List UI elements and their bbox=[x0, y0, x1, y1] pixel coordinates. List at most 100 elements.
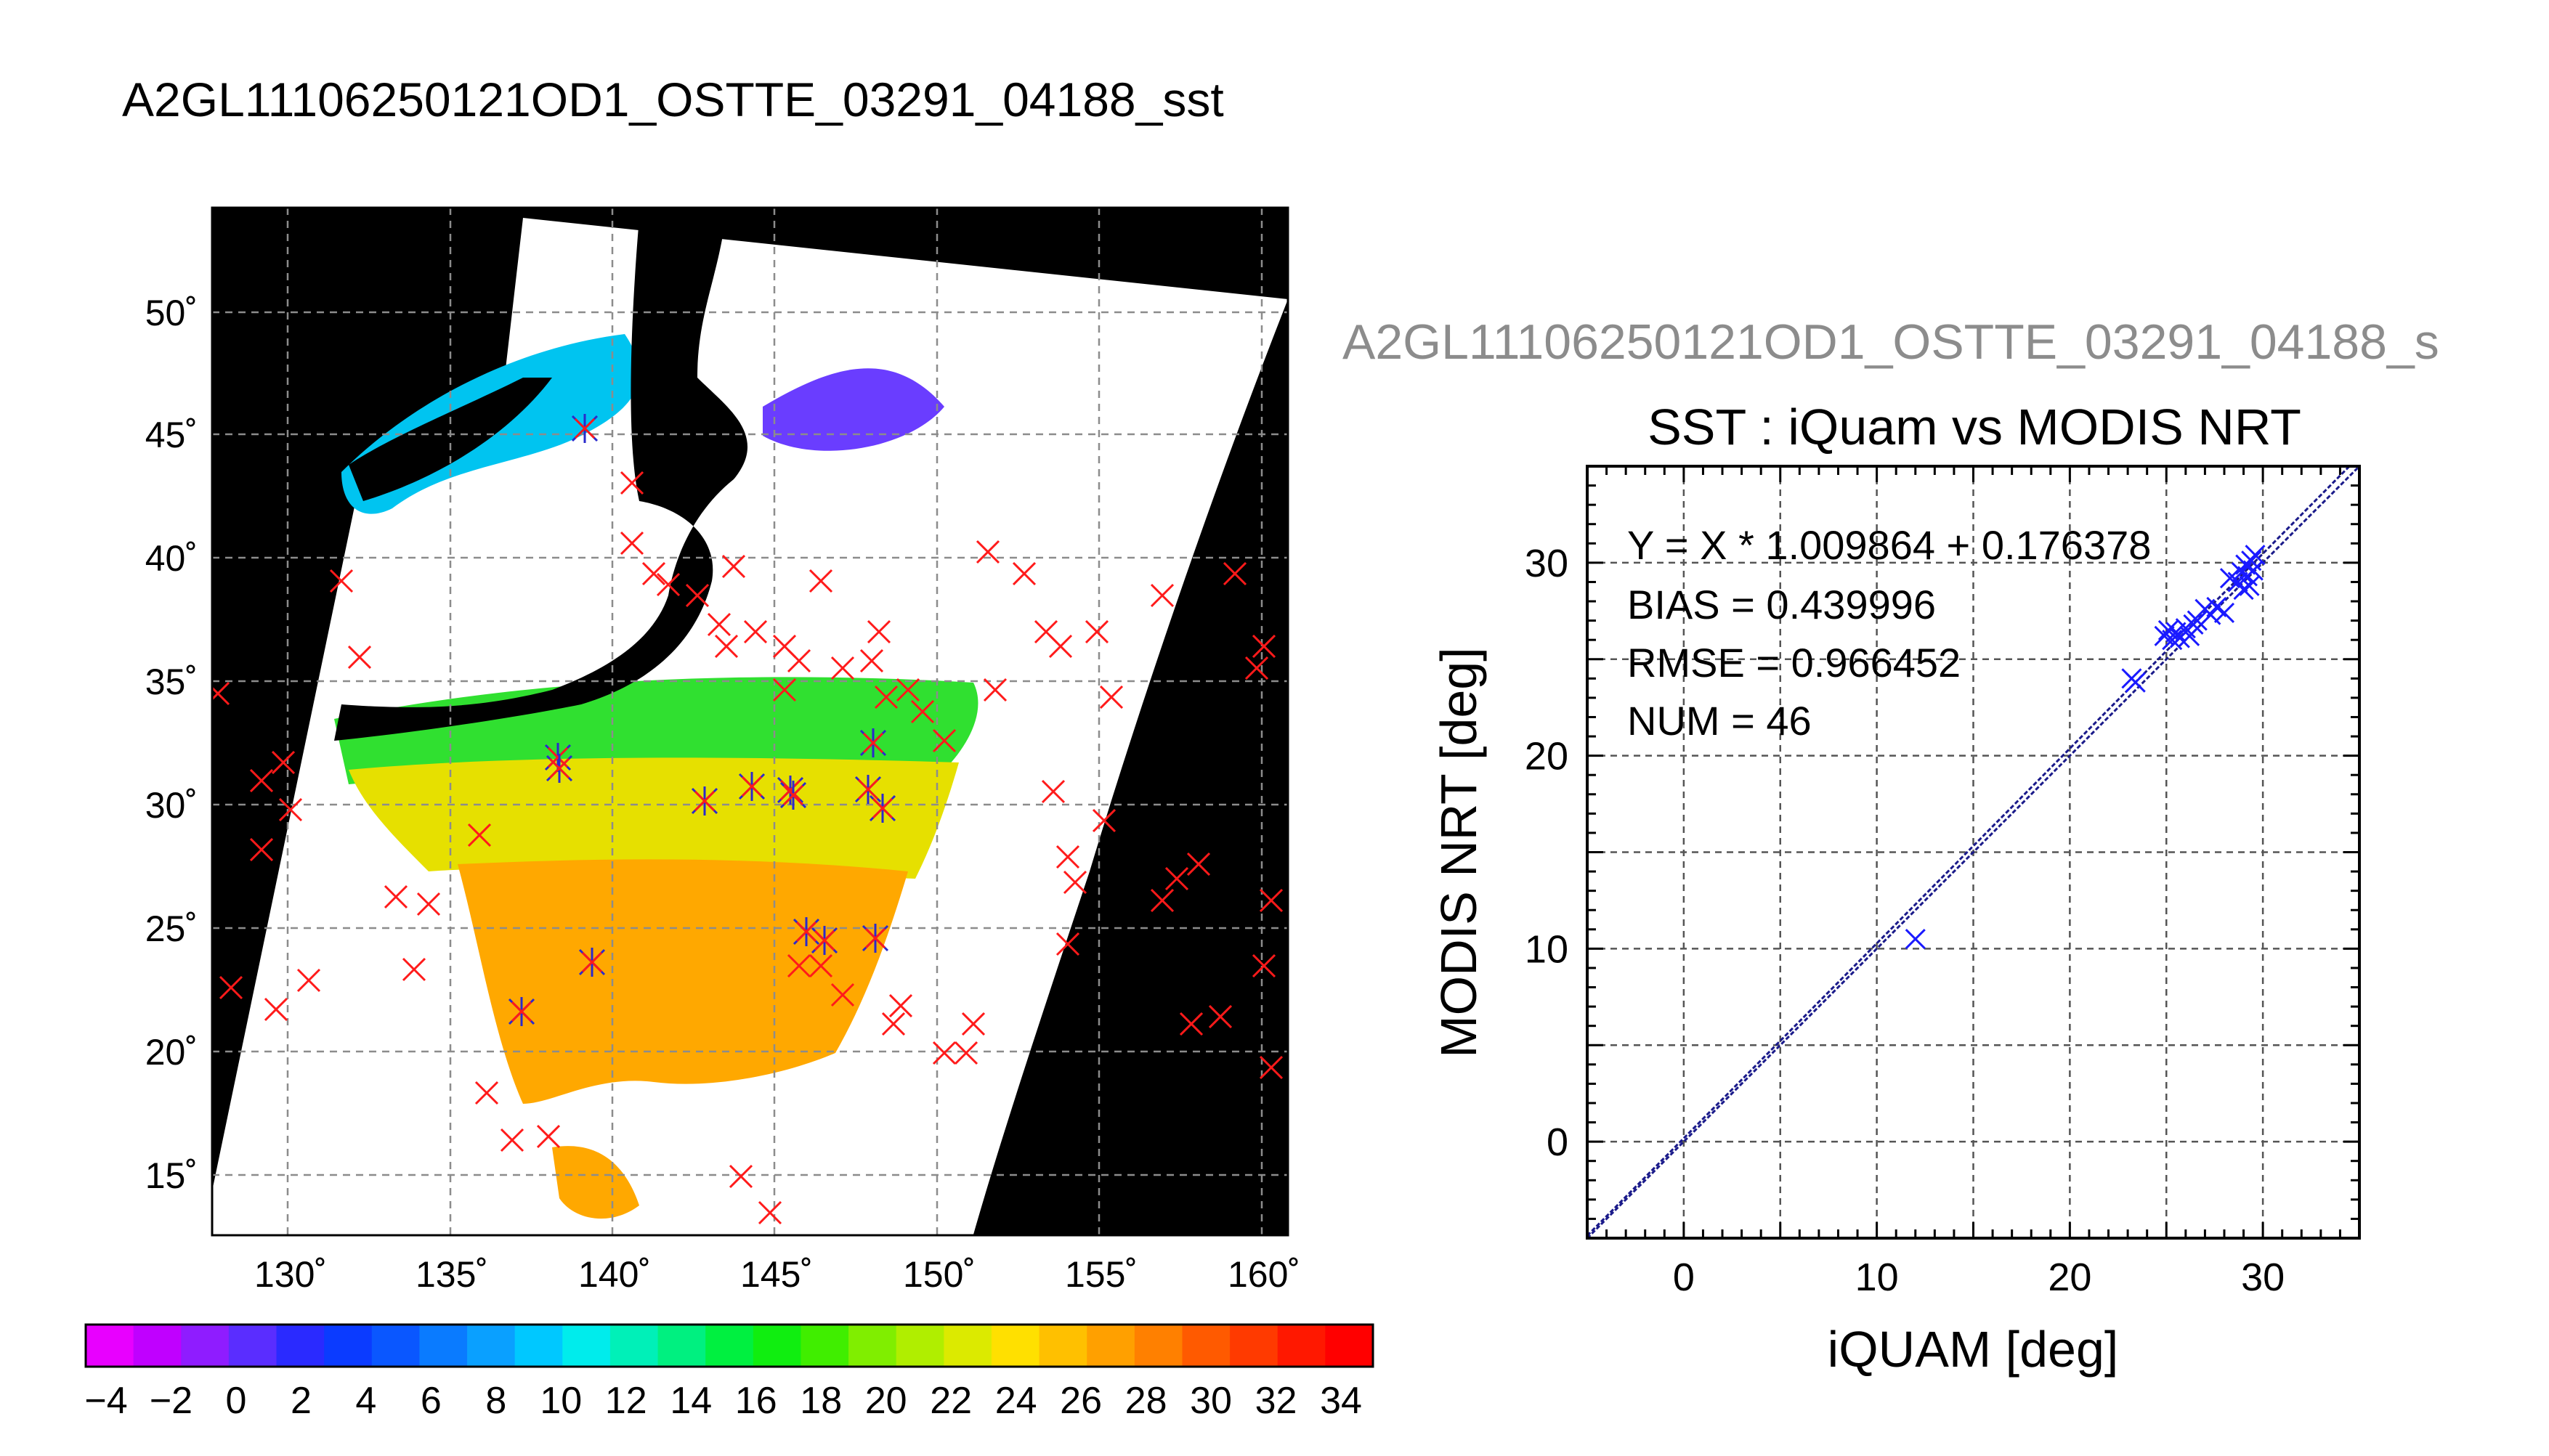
buoy-marker bbox=[1048, 634, 1073, 659]
colorbar-label: 20 bbox=[865, 1380, 907, 1422]
matchup-marker-overlay bbox=[814, 930, 835, 951]
lon-tick-130: 130˚ bbox=[254, 1254, 327, 1295]
colorbar-cell bbox=[801, 1325, 849, 1367]
buoy-marker bbox=[859, 648, 884, 673]
colorbar-cell bbox=[1277, 1325, 1326, 1367]
colorbar-label: 16 bbox=[735, 1380, 777, 1422]
colorbar: −4 −2 0 2 4 6 8 10 12 14 16 18 20 22 24 26 28 30 32 34 bbox=[84, 1323, 1374, 1422]
colorbar-label: 10 bbox=[540, 1380, 582, 1422]
buoy-marker bbox=[1012, 561, 1037, 586]
stats-annotations: Y = X * 1.009864 + 0.176378 BIAS = 0.439… bbox=[1627, 522, 2151, 744]
buoy-marker bbox=[772, 678, 797, 702]
buoy-marker bbox=[787, 648, 811, 673]
buoy-marker bbox=[467, 823, 492, 847]
buoy-marker bbox=[416, 892, 441, 916]
sst-region-yellow bbox=[349, 757, 959, 879]
sst-map: 130˚ 135˚ 140˚ 145˚ 150˚ 155˚ 160˚ 50˚ 4… bbox=[145, 206, 1300, 1295]
buoy-marker bbox=[641, 561, 666, 586]
colorbar-cell bbox=[276, 1325, 325, 1367]
num-value: NUM = 46 bbox=[1627, 698, 1812, 744]
colorbar-label: 22 bbox=[930, 1380, 972, 1422]
colorbar-label: 28 bbox=[1125, 1380, 1167, 1422]
buoy-marker bbox=[500, 1128, 524, 1152]
x-tick-label: 0 bbox=[1673, 1256, 1695, 1299]
map-frame bbox=[211, 206, 1289, 1237]
colorbar-label: 12 bbox=[605, 1380, 647, 1422]
y-axis-label: MODIS NRT [deg] bbox=[1430, 647, 1487, 1057]
buoy-marker bbox=[983, 678, 1008, 702]
buoy-marker bbox=[830, 656, 855, 680]
matchup-marker-overlay bbox=[581, 951, 603, 973]
buoy-marker bbox=[1063, 870, 1087, 895]
buoy-marker bbox=[1252, 634, 1276, 659]
buoy-marker bbox=[787, 953, 811, 978]
buoy-marker bbox=[932, 1041, 957, 1065]
matchup-marker-overlay bbox=[795, 921, 817, 943]
colorbar-cell bbox=[944, 1325, 992, 1367]
buoy-marker bbox=[685, 583, 710, 608]
buoy-marker bbox=[830, 983, 855, 1007]
matchup-marker-overlay bbox=[694, 790, 716, 812]
bias-value: BIAS = 0.439996 bbox=[1627, 582, 1936, 627]
matchup-marker-overlay bbox=[779, 779, 801, 801]
matchup-marker-overlay bbox=[857, 778, 879, 800]
buoy-marker bbox=[1150, 888, 1175, 913]
colorbar-cell bbox=[753, 1325, 802, 1367]
scatter-point bbox=[1905, 929, 1926, 950]
buoy-marker bbox=[867, 619, 891, 644]
buoy-marker bbox=[1041, 779, 1066, 804]
x-tick-label: 20 bbox=[2048, 1256, 2091, 1299]
scatter-point bbox=[2187, 610, 2208, 631]
buoy-marker bbox=[932, 728, 957, 753]
buoy-marker bbox=[219, 975, 243, 1000]
buoy-marker bbox=[1223, 561, 1247, 586]
colorbar-cell bbox=[1182, 1325, 1231, 1367]
map-lon-ticks: 130˚ 135˚ 140˚ 145˚ 150˚ 155˚ 160˚ bbox=[254, 1254, 1300, 1295]
matchup-marker-overlay bbox=[782, 784, 804, 806]
colorbar-cell bbox=[181, 1325, 230, 1367]
buoy-marker bbox=[729, 1164, 753, 1189]
y-tick-label: 10 bbox=[1525, 927, 1568, 971]
buoy-marker bbox=[809, 953, 833, 978]
colorbar-label: 32 bbox=[1255, 1380, 1297, 1422]
buoy-marker bbox=[961, 1012, 986, 1036]
buoy-marker bbox=[656, 572, 681, 597]
x-tick-label: 30 bbox=[2241, 1256, 2285, 1299]
buoy-marker bbox=[1244, 656, 1269, 680]
scatter-point bbox=[2179, 625, 2200, 646]
lat-tick-45: 45˚ bbox=[145, 415, 198, 455]
buoy-markers bbox=[212, 414, 1284, 1225]
colorbar-cell bbox=[467, 1325, 516, 1367]
colorbar-cell bbox=[896, 1325, 944, 1367]
lon-tick-150: 150˚ bbox=[903, 1254, 976, 1295]
matchup-marker-overlay bbox=[574, 418, 596, 439]
lon-tick-145: 145˚ bbox=[740, 1254, 813, 1295]
y-tick-label: 0 bbox=[1547, 1121, 1568, 1164]
map-title: A2GL11106250121OD1_OSTTE_03291_04188_sst bbox=[122, 73, 1224, 126]
colorbar-label: −4 bbox=[84, 1380, 127, 1422]
colorbar-label: 8 bbox=[485, 1380, 506, 1422]
y-tick-label: 20 bbox=[1525, 735, 1568, 778]
colorbar-label: 34 bbox=[1320, 1380, 1362, 1422]
colorbar-label: 30 bbox=[1190, 1380, 1232, 1422]
buoy-marker bbox=[402, 957, 426, 982]
scatter-point bbox=[2125, 672, 2146, 693]
buoy-marker bbox=[1259, 888, 1284, 913]
lat-tick-15: 15˚ bbox=[145, 1155, 198, 1196]
buoy-marker bbox=[249, 768, 274, 793]
colorbar-label: 0 bbox=[225, 1380, 246, 1422]
colorbar-label: 26 bbox=[1060, 1380, 1102, 1422]
buoy-marker bbox=[1164, 866, 1189, 891]
buoy-marker bbox=[212, 681, 230, 706]
lat-tick-20: 20˚ bbox=[145, 1032, 198, 1073]
buoy-marker bbox=[954, 1041, 978, 1065]
scatter-caption: A2GL11106250121OD1_OSTTE_03291_04188_s bbox=[1342, 314, 2439, 370]
colorbar-label: 6 bbox=[421, 1380, 442, 1422]
colorbar-labels: −4 −2 0 2 4 6 8 10 12 14 16 18 20 22 24 26 28 30 32 34 bbox=[84, 1380, 1362, 1422]
colorbar-cell bbox=[1087, 1325, 1135, 1367]
map-grid bbox=[212, 208, 1288, 1235]
buoy-marker bbox=[296, 968, 321, 993]
map-lat-ticks: 50˚ 45˚ 40˚ 35˚ 30˚ 25˚ 20˚ 15˚ bbox=[145, 293, 198, 1196]
buoy-marker bbox=[329, 569, 354, 593]
sst-region-purple bbox=[763, 368, 944, 451]
